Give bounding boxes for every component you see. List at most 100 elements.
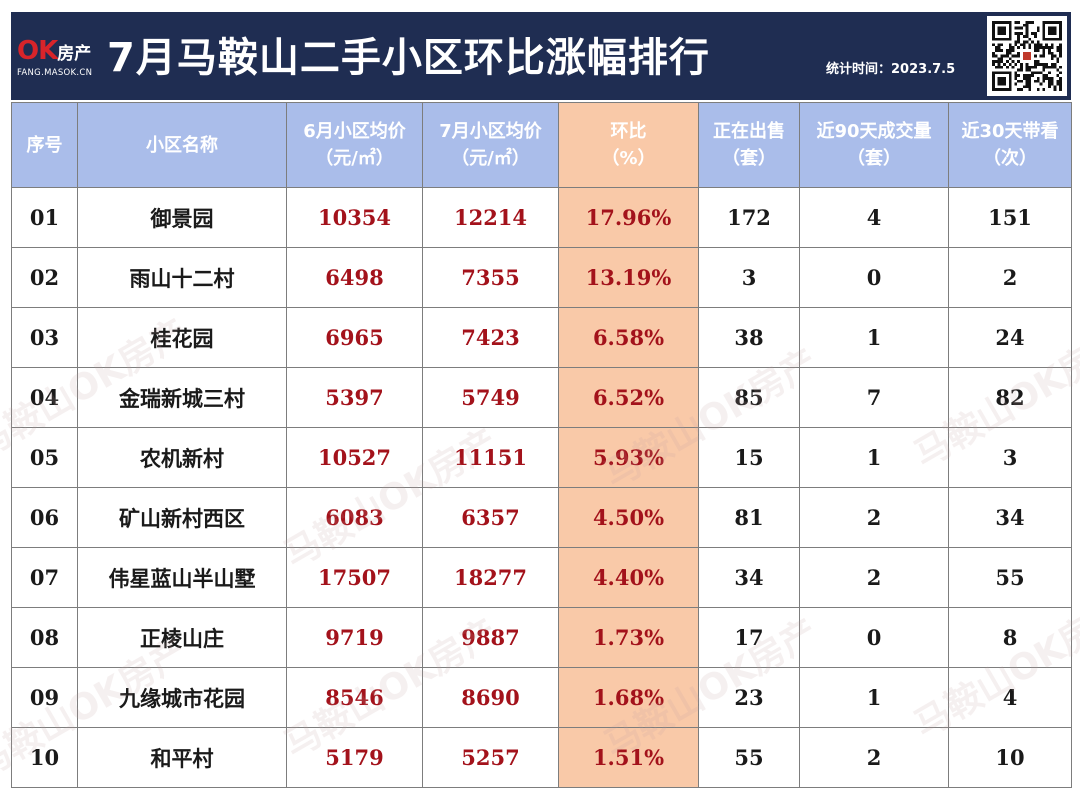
cell-mom: 13.19% bbox=[558, 247, 699, 308]
cell-on-sale: 38 bbox=[698, 307, 800, 368]
cell-jun-price: 6965 bbox=[286, 307, 423, 368]
cell-name: 农机新村 bbox=[77, 427, 287, 488]
cell-visits-30: 4 bbox=[948, 667, 1072, 728]
cell-deals-90: 2 bbox=[799, 727, 949, 788]
table-row: 03 桂花园 6965 7423 6.58% 38 1 24 bbox=[11, 307, 1072, 368]
table-header-row: 序号 小区名称 6月小区均价 （元/㎡） 7月小区均价 （元/㎡） 环比 （%） 正在… bbox=[11, 102, 1072, 188]
cell-jul-price: 12214 bbox=[422, 187, 559, 248]
header-mom: 环比 （%） bbox=[558, 102, 699, 188]
cell-mom: 1.68% bbox=[558, 667, 699, 728]
cell-deals-90: 4 bbox=[799, 187, 949, 248]
header-no: 序号 bbox=[11, 102, 78, 188]
table-row: 04 金瑞新城三村 5397 5749 6.52% 85 7 82 bbox=[11, 367, 1072, 428]
table-row: 08 正棱山庄 9719 9887 1.73% 17 0 8 bbox=[11, 607, 1072, 668]
cell-visits-30: 10 bbox=[948, 727, 1072, 788]
cell-deals-90: 2 bbox=[799, 547, 949, 608]
cell-deals-90: 0 bbox=[799, 247, 949, 308]
cell-name: 雨山十二村 bbox=[77, 247, 287, 308]
stat-time-date: 2023.7.5 bbox=[891, 62, 956, 77]
cell-visits-30: 151 bbox=[948, 187, 1072, 248]
cell-jul-price: 11151 bbox=[422, 427, 559, 488]
cell-jul-price: 7355 bbox=[422, 247, 559, 308]
cell-visits-30: 3 bbox=[948, 427, 1072, 488]
cell-name: 桂花园 bbox=[77, 307, 287, 368]
cell-jun-price: 9719 bbox=[286, 607, 423, 668]
cell-no: 09 bbox=[11, 667, 78, 728]
cell-no: 05 bbox=[11, 427, 78, 488]
cell-jul-price: 18277 bbox=[422, 547, 559, 608]
cell-mom: 5.93% bbox=[558, 427, 699, 488]
cell-deals-90: 2 bbox=[799, 487, 949, 548]
table-row: 05 农机新村 10527 11151 5.93% 15 1 3 bbox=[11, 427, 1072, 488]
cell-visits-30: 2 bbox=[948, 247, 1072, 308]
cell-on-sale: 34 bbox=[698, 547, 800, 608]
stat-time-label: 统计时间： bbox=[826, 62, 892, 77]
cell-mom: 1.73% bbox=[558, 607, 699, 668]
header-on-sale: 正在出售 （套） bbox=[698, 102, 800, 188]
logo-brand: 房产 bbox=[57, 44, 92, 64]
header-name: 小区名称 bbox=[77, 102, 287, 188]
cell-mom: 4.40% bbox=[558, 547, 699, 608]
cell-mom: 17.96% bbox=[558, 187, 699, 248]
cell-no: 04 bbox=[11, 367, 78, 428]
cell-mom: 6.52% bbox=[558, 367, 699, 428]
cell-deals-90: 1 bbox=[799, 427, 949, 488]
cell-deals-90: 7 bbox=[799, 367, 949, 428]
cell-deals-90: 1 bbox=[799, 307, 949, 368]
cell-jun-price: 10354 bbox=[286, 187, 423, 248]
table-row: 10 和平村 5179 5257 1.51% 55 2 10 bbox=[11, 727, 1072, 788]
cell-no: 03 bbox=[11, 307, 78, 368]
cell-visits-30: 55 bbox=[948, 547, 1072, 608]
cell-visits-30: 24 bbox=[948, 307, 1072, 368]
cell-jun-price: 5397 bbox=[286, 367, 423, 428]
cell-mom: 1.51% bbox=[558, 727, 699, 788]
header-banner: OK房产 FANG.MASOK.CN 7月马鞍山二手小区环比涨幅排行 统计时间：… bbox=[11, 12, 1071, 100]
cell-no: 08 bbox=[11, 607, 78, 668]
table-row: 09 九缘城市花园 8546 8690 1.68% 23 1 4 bbox=[11, 667, 1072, 728]
header-jun-price: 6月小区均价 （元/㎡） bbox=[286, 102, 423, 188]
cell-no: 01 bbox=[11, 187, 78, 248]
cell-name: 御景园 bbox=[77, 187, 287, 248]
cell-jun-price: 17507 bbox=[286, 547, 423, 608]
cell-deals-90: 0 bbox=[799, 607, 949, 668]
cell-jul-price: 7423 bbox=[422, 307, 559, 368]
cell-no: 10 bbox=[11, 727, 78, 788]
cell-jun-price: 8546 bbox=[286, 667, 423, 728]
cell-jul-price: 8690 bbox=[422, 667, 559, 728]
cell-name: 伟星蓝山半山墅 bbox=[77, 547, 287, 608]
cell-jul-price: 5257 bbox=[422, 727, 559, 788]
table-row: 02 雨山十二村 6498 7355 13.19% 3 0 2 bbox=[11, 247, 1072, 308]
qr-code-icon bbox=[987, 16, 1067, 96]
stat-time: 统计时间：2023.7.5 bbox=[826, 58, 955, 77]
cell-visits-30: 82 bbox=[948, 367, 1072, 428]
cell-on-sale: 23 bbox=[698, 667, 800, 728]
cell-jun-price: 6498 bbox=[286, 247, 423, 308]
cell-jul-price: 6357 bbox=[422, 487, 559, 548]
cell-name: 九缘城市花园 bbox=[77, 667, 287, 728]
ranking-table: 序号 小区名称 6月小区均价 （元/㎡） 7月小区均价 （元/㎡） 环比 （%） 正在… bbox=[11, 102, 1072, 788]
cell-on-sale: 85 bbox=[698, 367, 800, 428]
logo-ok: OK bbox=[17, 36, 58, 66]
cell-visits-30: 8 bbox=[948, 607, 1072, 668]
cell-no: 02 bbox=[11, 247, 78, 308]
cell-on-sale: 3 bbox=[698, 247, 800, 308]
header-deals-90: 近90天成交量 （套） bbox=[799, 102, 949, 188]
cell-visits-30: 34 bbox=[948, 487, 1072, 548]
header-jul-price: 7月小区均价 （元/㎡） bbox=[422, 102, 559, 188]
cell-name: 矿山新村西区 bbox=[77, 487, 287, 548]
cell-jul-price: 9887 bbox=[422, 607, 559, 668]
cell-mom: 4.50% bbox=[558, 487, 699, 548]
cell-jun-price: 6083 bbox=[286, 487, 423, 548]
table-row: 06 矿山新村西区 6083 6357 4.50% 81 2 34 bbox=[11, 487, 1072, 548]
cell-on-sale: 17 bbox=[698, 607, 800, 668]
cell-mom: 6.58% bbox=[558, 307, 699, 368]
cell-no: 07 bbox=[11, 547, 78, 608]
table-row: 07 伟星蓝山半山墅 17507 18277 4.40% 34 2 55 bbox=[11, 547, 1072, 608]
brand-logo: OK房产 FANG.MASOK.CN bbox=[17, 38, 113, 82]
cell-on-sale: 172 bbox=[698, 187, 800, 248]
cell-name: 正棱山庄 bbox=[77, 607, 287, 668]
cell-on-sale: 15 bbox=[698, 427, 800, 488]
cell-deals-90: 1 bbox=[799, 667, 949, 728]
cell-name: 金瑞新城三村 bbox=[77, 367, 287, 428]
